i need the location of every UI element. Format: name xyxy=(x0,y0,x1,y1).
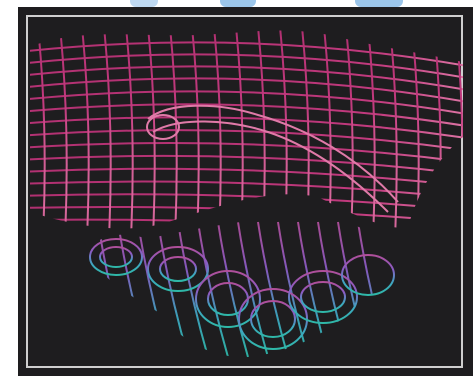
upper-hand-mesh xyxy=(30,30,463,229)
upper-hand-thumb xyxy=(146,104,399,213)
handshake-wireframe-illustration xyxy=(30,30,463,358)
lower-hand-knuckles xyxy=(89,238,395,350)
top-accent-mark-mid xyxy=(220,0,256,7)
image-border xyxy=(26,15,463,368)
top-accent-mark-right xyxy=(355,0,403,7)
image-frame xyxy=(18,7,473,376)
top-accent-mark-left xyxy=(130,0,158,7)
